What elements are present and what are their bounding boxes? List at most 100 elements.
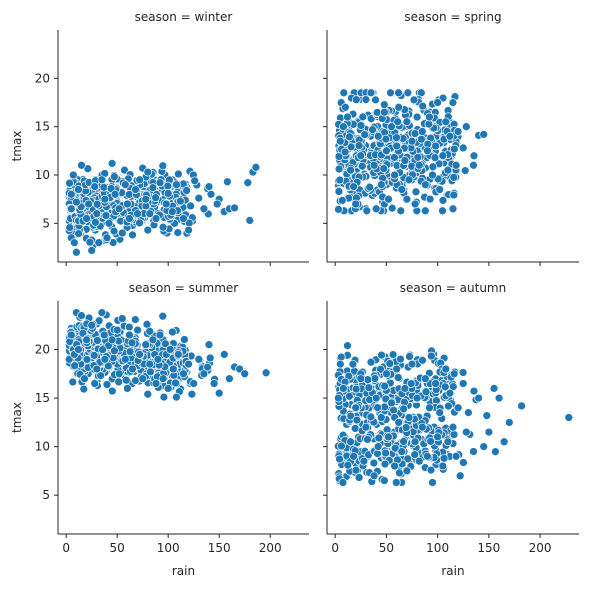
scatter-point bbox=[388, 350, 398, 359]
scatter-point bbox=[230, 203, 239, 213]
scatter-point bbox=[117, 314, 127, 323]
scatter-point bbox=[420, 206, 430, 216]
scatter-point bbox=[114, 369, 124, 379]
scatter-point bbox=[394, 88, 403, 98]
scatter-point bbox=[448, 422, 458, 432]
scatter-point bbox=[384, 194, 393, 204]
scatter-point bbox=[155, 178, 165, 188]
scatter-point bbox=[128, 230, 137, 240]
scatter-point bbox=[80, 374, 89, 384]
x-tick-label: 0 bbox=[62, 541, 70, 555]
scatter-point bbox=[245, 216, 255, 225]
scatter-point bbox=[163, 189, 173, 198]
scatter-point bbox=[381, 448, 390, 458]
scatter-point bbox=[180, 335, 189, 344]
scatter-point bbox=[153, 354, 163, 364]
scatter-point bbox=[366, 357, 376, 367]
scatter-point bbox=[135, 175, 144, 185]
scatter-point bbox=[194, 193, 204, 203]
scatter-point bbox=[97, 308, 107, 317]
scatter-point bbox=[461, 122, 471, 132]
scatter-point bbox=[393, 117, 403, 127]
y-tick-label: 10 bbox=[35, 168, 50, 182]
scatter-point bbox=[403, 454, 413, 464]
scatter-point bbox=[438, 206, 447, 216]
scatter-point bbox=[107, 159, 117, 168]
scatter-point bbox=[494, 393, 504, 403]
scatter-point bbox=[68, 170, 78, 180]
scatter-point bbox=[334, 187, 344, 196]
scatter-point bbox=[433, 98, 442, 107]
scatter-point bbox=[110, 346, 119, 356]
scatter-point bbox=[461, 427, 471, 437]
scatter-point bbox=[366, 412, 376, 422]
scatter-point bbox=[448, 204, 458, 214]
scatter-point bbox=[337, 196, 347, 205]
scatter-point bbox=[426, 465, 436, 475]
x-tick-label: 50 bbox=[110, 541, 125, 555]
scatter-point bbox=[395, 468, 404, 478]
scatter-point bbox=[251, 162, 261, 172]
scatter-point bbox=[123, 199, 132, 209]
scatter-point bbox=[385, 359, 395, 368]
scatter-point bbox=[158, 161, 168, 171]
scatter-point bbox=[79, 384, 89, 394]
scatter-point bbox=[392, 141, 402, 151]
scatter-point bbox=[371, 393, 381, 403]
scatter-point bbox=[346, 437, 355, 447]
scatter-points bbox=[333, 341, 574, 487]
scatter-point bbox=[190, 176, 200, 186]
facet-panel-2: season = spring bbox=[323, 10, 579, 266]
scatter-point bbox=[89, 351, 99, 360]
scatter-point bbox=[491, 447, 500, 457]
scatter-point bbox=[357, 161, 367, 171]
scatter-point bbox=[93, 336, 102, 345]
scatter-point bbox=[179, 214, 188, 223]
scatter-point bbox=[459, 458, 468, 467]
scatter-point bbox=[141, 340, 151, 350]
scatter-point bbox=[145, 209, 155, 219]
scatter-point bbox=[186, 201, 195, 211]
scatter-point bbox=[373, 442, 383, 451]
x-axis-label: rain bbox=[172, 564, 195, 578]
scatter-point bbox=[402, 466, 412, 476]
scatter-point bbox=[77, 311, 86, 320]
x-tick-label: 0 bbox=[331, 541, 339, 555]
scatter-point bbox=[460, 166, 470, 175]
scatter-point bbox=[94, 238, 104, 248]
scatter-point bbox=[396, 354, 405, 364]
scatter-point bbox=[392, 133, 401, 143]
scatter-point bbox=[479, 442, 489, 451]
scatter-point bbox=[189, 379, 199, 388]
scatter-point bbox=[381, 134, 391, 144]
scatter-point bbox=[66, 189, 76, 199]
scatter-point bbox=[131, 376, 140, 385]
scatter-point bbox=[464, 408, 473, 417]
scatter-point bbox=[72, 197, 81, 207]
scatter-point bbox=[146, 367, 155, 377]
scatter-point bbox=[426, 351, 436, 361]
scatter-point bbox=[171, 378, 180, 388]
scatter-point bbox=[148, 183, 158, 192]
scatter-point bbox=[335, 454, 344, 464]
scatter-point bbox=[92, 209, 102, 219]
scatter-point bbox=[345, 132, 354, 142]
scatter-point bbox=[410, 199, 420, 209]
scatter-point bbox=[133, 325, 142, 335]
scatter-point bbox=[439, 453, 449, 463]
scatter-point bbox=[87, 246, 97, 255]
scatter-point bbox=[84, 199, 93, 209]
scatter-point bbox=[87, 320, 97, 330]
scatter-point bbox=[209, 379, 219, 388]
scatter-point bbox=[443, 437, 453, 447]
scatter-point bbox=[474, 393, 483, 403]
scatter-point bbox=[333, 393, 343, 403]
scatter-point bbox=[114, 204, 124, 214]
scatter-point bbox=[143, 389, 153, 399]
scatter-point bbox=[504, 418, 514, 427]
scatter-point bbox=[158, 374, 168, 384]
scatter-point bbox=[394, 102, 404, 112]
scatter-point bbox=[449, 173, 459, 182]
scatter-point bbox=[423, 451, 432, 461]
